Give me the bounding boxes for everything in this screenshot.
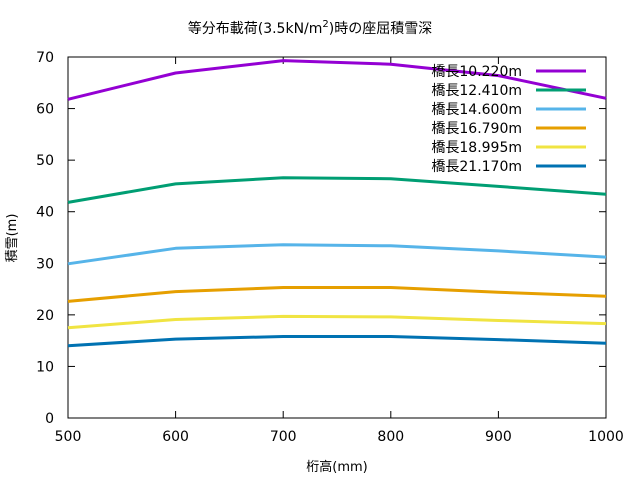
y-tick-label: 0 [45,411,54,427]
legend-label: 橋長10.220m [431,64,522,80]
chart-title: 等分布載荷(3.5kN/m2)時の座屈積雪深 [188,19,433,37]
x-axis-title: 桁高(mm) [306,459,367,475]
series-line-2 [67,176,607,204]
chart-title-sup: 2 [322,19,328,30]
series-line-4 [67,286,607,303]
series-line-6 [67,335,607,348]
x-tick-label: 700 [270,429,297,445]
legend-label: 橋長16.790m [431,121,522,137]
y-tick-label: 40 [36,205,54,221]
y-tick-label: 10 [36,359,54,375]
y-tick-label: 70 [36,50,54,66]
x-tick-label: 900 [485,429,512,445]
series-line-1 [67,59,607,101]
series-line-3 [67,243,607,266]
x-tick-label: 800 [377,429,404,445]
chart-title-suffix: )時の座屈積雪深 [329,21,432,37]
y-tick-label: 30 [36,256,54,272]
legend: 橋長10.220m 橋長12.410m 橋長14.600m 橋長16.790m 橋長18… [431,64,586,175]
legend-label: 橋長12.410m [431,83,522,99]
series-line-5 [67,314,607,330]
x-tick-label: 500 [55,429,82,445]
legend-label: 橋長14.600m [431,102,522,118]
legend-label: 橋長18.995m [431,140,522,156]
axis-ticks: 500 600 700 800 900 1000 0 10 20 30 40 50 60 70 [36,50,624,445]
y-tick-label: 60 [36,102,54,118]
chart-title-main: 等分布載荷(3.5kN/m [188,20,323,37]
y-tick-label: 20 [36,308,54,324]
y-axis-title: 積雪(m) [5,214,20,263]
x-tick-label: 1000 [588,429,624,445]
x-tick-label: 600 [162,429,189,445]
series-lines [67,59,607,348]
y-tick-label: 50 [36,153,54,169]
plot-frame [67,56,607,419]
legend-label: 橋長21.170m [431,159,522,175]
